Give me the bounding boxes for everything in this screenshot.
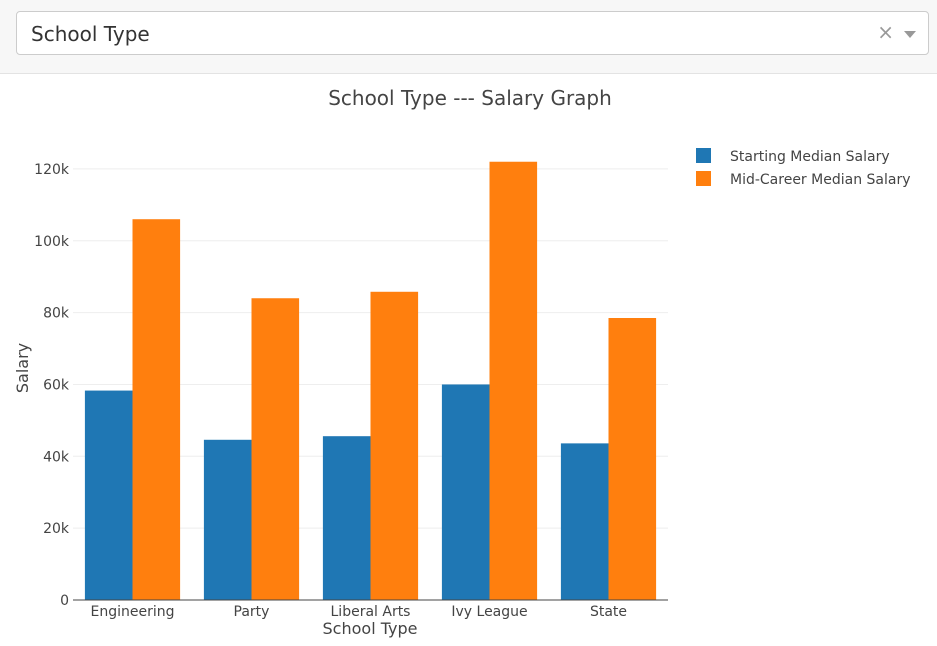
legend-label[interactable]: Mid-Career Median Salary [730,172,911,188]
bar-starting-engineering[interactable] [84,390,133,600]
bar-starting-ivy-league[interactable] [441,384,490,600]
school-type-dropdown[interactable]: School Type × [16,11,929,55]
clear-icon[interactable]: × [877,20,894,44]
y-axis-title: Salary [13,343,32,393]
y-tick-label: 40k [43,449,70,465]
x-axis-title: School Type [323,619,418,638]
x-tick-label: State [590,604,627,620]
bar-mid-career-liberal-arts[interactable] [370,291,419,600]
x-tick-label: Ivy League [451,604,527,620]
bar-starting-party[interactable] [203,439,252,600]
chart-title: School Type --- Salary Graph [328,86,612,110]
bar-mid-career-party[interactable] [251,298,300,600]
x-tick-label: Party [234,604,270,620]
y-tick-label: 0 [60,593,69,609]
legend-swatch[interactable] [696,171,711,186]
bar-mid-career-state[interactable] [608,318,657,600]
salary-chart: 0 20k 40k 60k 80k 100k 120k Engineering Party Lib… [13,86,911,638]
bar-starting-liberal-arts[interactable] [322,436,371,600]
bar-starting-state[interactable] [560,443,609,600]
dropdown-selected-value: School Type [31,22,150,46]
filter-bar: School Type × [0,0,937,74]
x-tick-label: Engineering [91,604,175,620]
legend-swatch[interactable] [696,148,711,163]
y-tick-label: 20k [43,521,70,537]
bar-mid-career-engineering[interactable] [132,219,181,600]
x-tick-label: Liberal Arts [331,604,411,620]
y-tick-label: 60k [43,377,70,393]
bar-mid-career-ivy-league[interactable] [489,161,538,600]
y-tick-label: 100k [34,234,70,250]
chevron-down-icon[interactable] [904,31,916,38]
y-tick-label: 120k [34,162,70,178]
y-tick-label: 80k [43,306,70,322]
legend-label[interactable]: Starting Median Salary [730,149,890,165]
